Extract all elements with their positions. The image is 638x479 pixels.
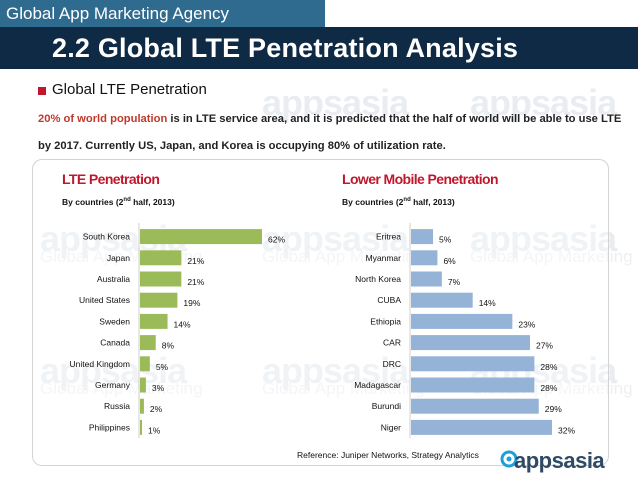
- bar-lte-5: [140, 335, 156, 351]
- subtitle-end: half, 2013): [130, 197, 175, 207]
- subtitle-end: half, 2013): [410, 197, 455, 207]
- bar-lte-8: [140, 398, 144, 414]
- category-label-lte-0: South Korea: [83, 232, 131, 242]
- category-label-lte-9: Philippines: [89, 422, 130, 432]
- value-label-lte-6: 5%: [156, 362, 169, 372]
- value-label-lte-3: 19%: [183, 298, 200, 308]
- bar-lower-7: [411, 377, 535, 393]
- category-label-lower-6: DRC: [383, 359, 401, 369]
- category-label-lower-7: Madagascar: [354, 380, 401, 390]
- chart-subtitle-lower-mobile: By countries (2nd half, 2013): [342, 197, 455, 207]
- category-label-lte-3: United States: [79, 295, 130, 305]
- bar-lower-5: [411, 335, 530, 351]
- category-label-lower-1: Myanmar: [366, 253, 402, 263]
- value-label-lower-6: 28%: [540, 362, 557, 372]
- bar-lower-4: [411, 313, 513, 329]
- appsasia-logo-icon: [500, 450, 518, 468]
- value-label-lte-1: 21%: [187, 256, 204, 266]
- bar-lower-0: [411, 229, 434, 245]
- value-label-lte-0: 62%: [268, 235, 285, 245]
- bar-lte-4: [140, 313, 168, 329]
- category-label-lte-8: Russia: [104, 401, 130, 411]
- appsasia-logo-text: appsasia: [514, 448, 605, 473]
- value-label-lower-5: 27%: [536, 341, 553, 351]
- category-label-lower-4: Ethiopia: [370, 316, 401, 326]
- value-label-lower-1: 6%: [443, 256, 456, 266]
- bar-lte-7: [140, 377, 146, 393]
- category-label-lower-9: Niger: [381, 422, 401, 432]
- value-label-lower-0: 5%: [439, 235, 452, 245]
- subtitle-sup: nd: [123, 197, 131, 204]
- category-label-lower-5: CAR: [383, 338, 401, 348]
- value-label-lte-2: 21%: [187, 277, 204, 287]
- description-highlight: 20% of world population: [38, 113, 168, 125]
- category-label-lower-0: Eritrea: [376, 232, 401, 242]
- category-label-lower-3: CUBA: [377, 295, 401, 305]
- bullet-heading: Global LTE Penetration: [52, 81, 207, 98]
- description-text: 20% of world population is in LTE servic…: [38, 106, 623, 160]
- value-label-lower-9: 32%: [558, 425, 575, 435]
- value-label-lte-7: 3%: [152, 383, 165, 393]
- subtitle-sup: nd: [403, 197, 411, 204]
- value-label-lower-8: 29%: [545, 404, 562, 414]
- bar-lower-8: [411, 398, 539, 414]
- category-label-lower-8: Burundi: [372, 401, 401, 411]
- subtitle-main: By countries (2: [62, 197, 124, 207]
- bullet-square-icon: [38, 87, 46, 95]
- agency-tag: Global App Marketing Agency: [0, 0, 325, 27]
- category-label-lower-2: North Korea: [355, 274, 401, 284]
- chart-subtitle-lte: By countries (2nd half, 2013): [62, 197, 175, 207]
- bar-lower-3: [411, 292, 473, 308]
- bar-lte-9: [140, 419, 142, 435]
- bar-lower-9: [411, 419, 552, 435]
- value-label-lte-8: 2%: [150, 404, 163, 414]
- chart-title-lower-mobile: Lower Mobile Penetration: [342, 171, 499, 187]
- bar-lte-3: [140, 292, 178, 308]
- subtitle-main: By countries (2: [342, 197, 404, 207]
- page-title: 2.2 Global LTE Penetration Analysis: [52, 33, 519, 63]
- value-label-lower-3: 14%: [479, 298, 496, 308]
- value-label-lower-2: 7%: [448, 277, 461, 287]
- category-label-lte-2: Australia: [97, 274, 130, 284]
- reference-note: Reference: Juniper Networks, Strategy An…: [297, 450, 479, 460]
- value-label-lte-5: 8%: [162, 341, 175, 351]
- bar-lower-6: [411, 356, 535, 372]
- bar-lte-2: [140, 271, 182, 287]
- bar-lower-1: [411, 250, 438, 266]
- category-label-lte-1: Japan: [107, 253, 130, 263]
- bar-lower-2: [411, 271, 442, 287]
- chart-panel: [32, 159, 609, 466]
- category-label-lte-5: Canada: [100, 338, 130, 348]
- category-label-lte-6: United Kingdom: [70, 359, 130, 369]
- bar-lte-0: [140, 229, 262, 245]
- value-label-lte-4: 14%: [174, 319, 191, 329]
- bar-lte-6: [140, 356, 150, 372]
- description-rest: is in LTE service area, and it is predic…: [38, 113, 622, 152]
- value-label-lower-7: 28%: [540, 383, 557, 393]
- bar-lte-1: [140, 250, 182, 266]
- category-label-lte-4: Sweden: [99, 316, 130, 326]
- title-bar: [0, 27, 638, 69]
- category-label-lte-7: Germany: [95, 380, 131, 390]
- value-label-lte-9: 1%: [148, 425, 161, 435]
- value-label-lower-4: 23%: [518, 319, 535, 329]
- chart-title-lte: LTE Penetration: [62, 171, 160, 187]
